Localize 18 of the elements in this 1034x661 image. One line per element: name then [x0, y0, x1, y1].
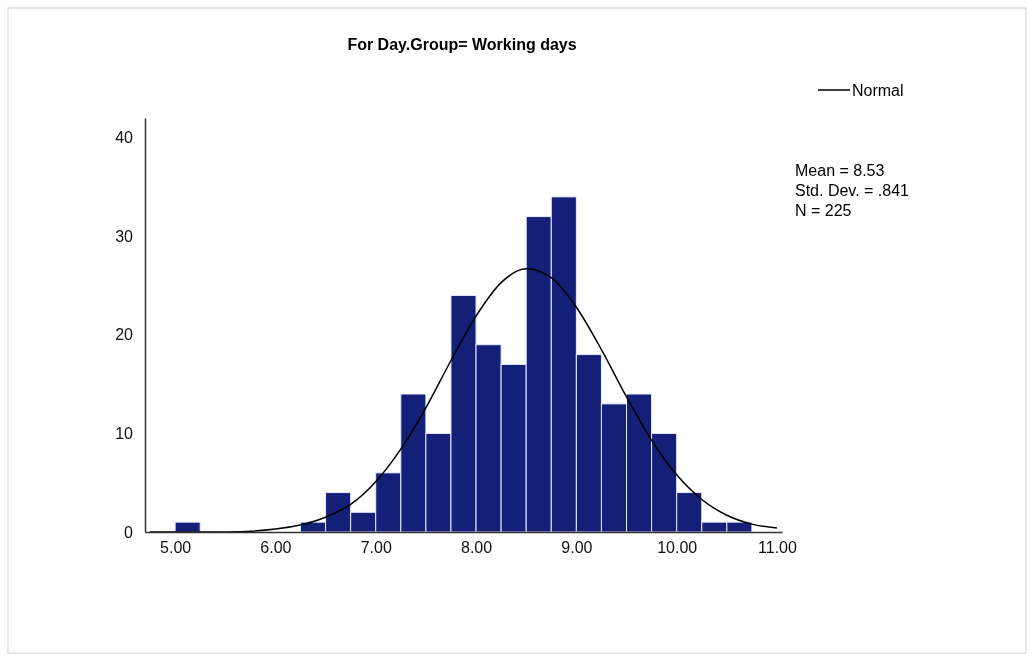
- x-tick-label: 11.00: [758, 539, 798, 557]
- text: N = 225: [795, 202, 852, 219]
- y-tick-label: 40: [115, 129, 134, 147]
- legend-label: Normal: [852, 82, 904, 99]
- y-tick-label: 0: [124, 523, 134, 541]
- chart-title: For Day.Group= Working days: [347, 36, 577, 53]
- x-tick-label: 6.00: [260, 539, 292, 557]
- y-tick-label: 20: [115, 326, 134, 344]
- x-tick-label: 7.00: [360, 539, 392, 557]
- x-tick-label: 9.00: [561, 539, 593, 557]
- x-tick-label: 5.00: [160, 539, 192, 557]
- text: Std. Dev. = .841: [795, 182, 910, 199]
- y-tick-label: 10: [115, 425, 134, 443]
- text: Mean = 8.53: [795, 162, 885, 179]
- x-tick-label: 10.00: [657, 539, 698, 557]
- line-series: [149, 268, 778, 533]
- y-tick-label: 30: [115, 227, 134, 245]
- x-tick-label: 8.00: [460, 539, 493, 557]
